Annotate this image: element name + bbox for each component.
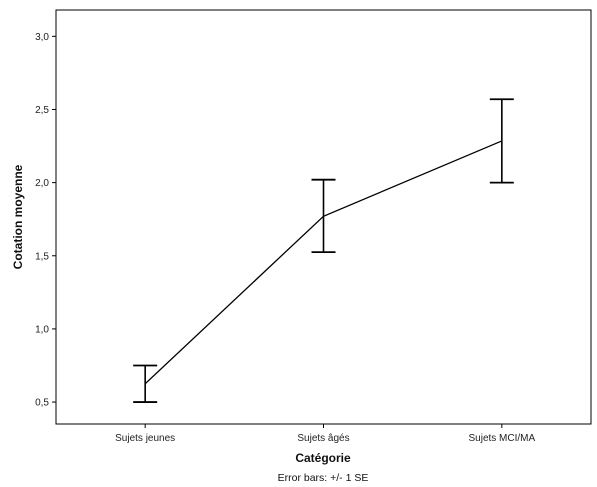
series-group: [144, 140, 503, 385]
y-tick-label: 1,5: [35, 251, 49, 262]
x-axis-ticks: Sujets jeunes Sujets âgés Sujets MCI/MA: [115, 424, 535, 444]
x-tick-label: Sujets jeunes: [115, 433, 175, 444]
y-axis-title: Cotation moyenne: [11, 164, 25, 269]
x-tick-label: Sujets âgés: [297, 433, 349, 444]
y-axis-ticks: 0,5 1,0 1,5 2,0 2,5 3,0: [35, 32, 56, 409]
y-tick-label: 2,5: [35, 105, 49, 116]
error-bars-note: Error bars: +/- 1 SE: [278, 472, 369, 484]
y-tick-label: 1,0: [35, 324, 49, 335]
error-bars: [133, 98, 514, 403]
series-line: [144, 140, 503, 385]
x-tick-label: Sujets MCI/MA: [468, 433, 535, 444]
y-tick-label: 2,0: [35, 178, 49, 189]
y-tick-label: 0,5: [35, 398, 49, 409]
y-tick-label: 3,0: [35, 32, 49, 43]
x-axis-title: Catégorie: [295, 451, 351, 465]
